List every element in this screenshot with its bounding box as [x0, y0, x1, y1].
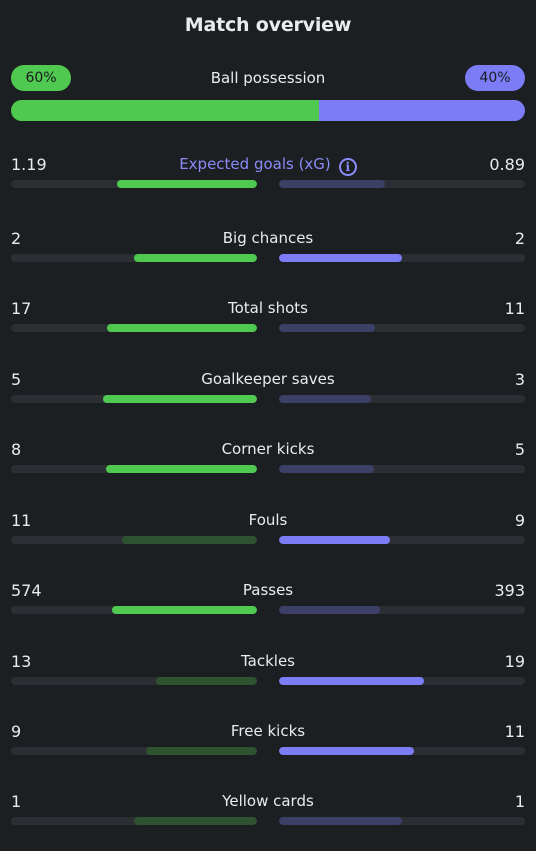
- possession-bar-away: [319, 100, 525, 121]
- away-value: 9: [514, 511, 525, 530]
- away-value: 1: [514, 792, 525, 811]
- stat-row: 574 Passes 393: [11, 581, 525, 625]
- away-bar-track: [279, 254, 525, 262]
- stat-row: 2 Big chances 2: [11, 229, 525, 273]
- away-value: 393: [494, 581, 525, 600]
- possession-bar: [11, 100, 525, 121]
- home-bar-fill: [146, 747, 257, 755]
- stat-row: 17 Total shots 11: [11, 299, 525, 343]
- stat-row: 9 Free kicks 11: [11, 722, 525, 766]
- home-value: 8: [11, 440, 22, 459]
- stat-label: Goalkeeper saves: [201, 370, 335, 388]
- home-bar-fill: [105, 465, 257, 473]
- away-value: 11: [504, 299, 525, 318]
- home-value: 574: [11, 581, 42, 600]
- stat-name: Yellow cards: [11, 792, 525, 810]
- away-bar-track: [279, 465, 525, 473]
- home-value: 1: [11, 792, 22, 811]
- stat-name: Tackles: [11, 652, 525, 670]
- home-bar-fill: [156, 677, 257, 685]
- home-bar-track: [11, 606, 257, 614]
- away-bar-track: [279, 536, 525, 544]
- away-bar-track: [279, 606, 525, 614]
- home-bar-track: [11, 395, 257, 403]
- stat-row: 11 Fouls 9: [11, 511, 525, 555]
- stat-row: 1 Yellow cards 1: [11, 792, 525, 836]
- home-bar-track: [11, 254, 257, 262]
- away-possession-badge: 40%: [465, 65, 525, 91]
- home-bar-fill: [103, 395, 257, 403]
- stat-label: Big chances: [222, 229, 314, 247]
- stat-name: Goalkeeper saves: [11, 370, 525, 388]
- home-value: 17: [11, 299, 32, 318]
- away-value: 5: [514, 440, 525, 459]
- stat-label: Expected goals (xG): [179, 155, 331, 173]
- ball-possession: 60% Ball possession 40%: [11, 65, 525, 121]
- away-bar-track: [279, 324, 525, 332]
- home-bar-fill: [106, 324, 257, 332]
- stat-label: Yellow cards: [222, 792, 314, 810]
- stat-label: Fouls: [248, 511, 288, 529]
- away-bar-fill: [279, 465, 374, 473]
- stat-label: Tackles: [240, 652, 296, 670]
- stat-label: Corner kicks: [221, 440, 315, 458]
- home-bar-track: [11, 677, 257, 685]
- home-bar-fill: [121, 536, 257, 544]
- home-value: 5: [11, 370, 22, 389]
- stat-row: 13 Tackles 19: [11, 652, 525, 696]
- home-value: 1.19: [11, 155, 47, 174]
- stat-name: Passes: [11, 581, 525, 599]
- stat-name: Total shots: [11, 299, 525, 317]
- home-bar-track: [11, 465, 257, 473]
- away-bar-track: [279, 180, 525, 188]
- away-value: 19: [504, 652, 525, 671]
- home-bar-track: [11, 536, 257, 544]
- away-bar-fill: [279, 747, 415, 755]
- stat-label: Free kicks: [230, 722, 306, 740]
- home-bar-track: [11, 324, 257, 332]
- possession-label: Ball possession: [210, 69, 326, 87]
- away-bar-fill: [279, 395, 372, 403]
- away-bar-fill: [279, 606, 380, 614]
- away-value: 2: [514, 229, 525, 248]
- home-bar-track: [11, 817, 257, 825]
- home-value: 13: [11, 652, 32, 671]
- home-bar-fill: [134, 254, 257, 262]
- away-bar-fill: [279, 324, 375, 332]
- possession-bar-home: [11, 100, 320, 121]
- info-icon[interactable]: i: [338, 158, 357, 176]
- stat-row: 1.19 Expected goals (xG) i 0.89: [11, 155, 525, 199]
- page-title: Match overview: [184, 14, 352, 36]
- home-bar-track: [11, 180, 257, 188]
- away-bar-track: [279, 747, 525, 755]
- stat-name: Fouls: [11, 511, 525, 529]
- home-value: 11: [11, 511, 32, 530]
- away-bar-fill: [279, 677, 425, 685]
- stat-label: Passes: [242, 581, 294, 599]
- home-bar-track: [11, 747, 257, 755]
- home-bar-fill: [116, 180, 257, 188]
- away-value: 0.89: [489, 155, 525, 174]
- away-bar-fill: [279, 180, 385, 188]
- stat-name: Free kicks: [11, 722, 525, 740]
- home-bar-fill: [134, 817, 257, 825]
- away-value: 3: [514, 370, 525, 389]
- stat-name: Big chances: [11, 229, 525, 247]
- stat-row: 8 Corner kicks 5: [11, 440, 525, 484]
- stat-name: Corner kicks: [11, 440, 525, 458]
- away-bar-track: [279, 677, 525, 685]
- away-bar-fill: [279, 536, 390, 544]
- stat-row: 5 Goalkeeper saves 3: [11, 370, 525, 414]
- stat-label: Total shots: [228, 299, 308, 317]
- home-bar-fill: [111, 606, 257, 614]
- away-bar-track: [279, 817, 525, 825]
- away-bar-fill: [279, 254, 402, 262]
- away-bar-fill: [279, 817, 402, 825]
- home-value: 2: [11, 229, 22, 248]
- away-value: 11: [504, 722, 525, 741]
- home-possession-badge: 60%: [11, 65, 71, 91]
- home-value: 9: [11, 722, 22, 741]
- stat-name[interactable]: Expected goals (xG) i: [11, 155, 525, 176]
- away-bar-track: [279, 395, 525, 403]
